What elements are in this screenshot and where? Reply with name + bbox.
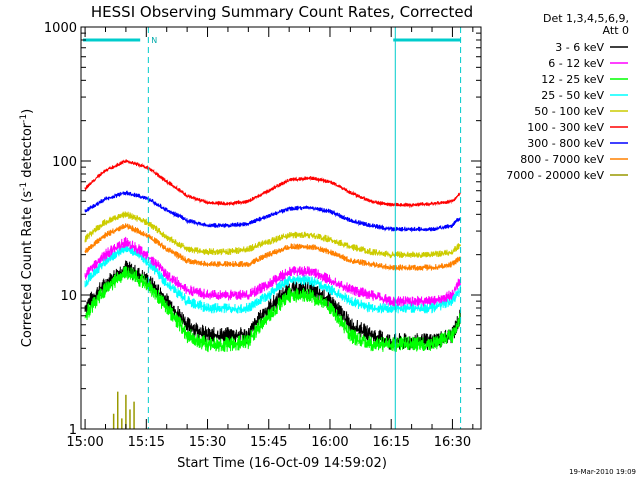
series-line-3-6-kev	[84, 260, 461, 351]
legend-label-3-6-kev: 3 - 6 keV	[555, 41, 604, 54]
x-tick-label-15-15: 15:15	[128, 435, 165, 450]
series-line-25-50-kev	[84, 242, 461, 314]
y-tick-label-10: 10	[60, 289, 77, 304]
legend-label-50-100-kev: 50 - 100 keV	[534, 105, 604, 118]
x-tick-label-15-45: 15:45	[250, 435, 287, 450]
series-line-300-800-kev	[84, 190, 461, 233]
x-tick-label-16-30: 16:30	[434, 435, 471, 450]
x-tick-label-16-00: 16:00	[311, 435, 348, 450]
legend-label-7000-20000-kev: 7000 - 20000 keV	[506, 169, 604, 182]
x-axis-label: Start Time (16-Oct-09 14:59:02)	[177, 456, 387, 471]
series-line-100-300-kev	[84, 159, 461, 209]
legend-label-12-25-kev: 12 - 25 keV	[541, 73, 604, 86]
legend-label-300-800-kev: 300 - 800 keV	[527, 137, 604, 150]
chart-title: HESSI Observing Summary Count Rates, Cor…	[91, 3, 473, 21]
series-line-6-12-kev	[84, 236, 461, 307]
y-axis-label-mid: detector	[20, 122, 35, 182]
legend-label-800-7000-kev: 800 - 7000 keV	[520, 153, 604, 166]
series-line-50-100-kev	[84, 211, 461, 259]
plot-frame	[80, 26, 482, 430]
legend-label-6-12-kev: 6 - 12 keV	[548, 57, 604, 70]
y-tick-label-1: 1	[69, 423, 77, 438]
x-tick-label-15-00: 15:00	[66, 435, 103, 450]
footer-date: 19-Mar-2010 19:09	[569, 468, 636, 476]
y-axis-label-main: Corrected Count Rate (s	[20, 191, 35, 348]
y-tick-label-1000: 1000	[44, 21, 77, 36]
x-tick-label-16-15: 16:15	[372, 435, 409, 450]
series-line-800-7000-kev	[84, 223, 461, 271]
top-marker-label: N	[151, 36, 157, 45]
series-line-12-25-kev	[84, 266, 461, 353]
legend-header-line-1: Det 1,3,4,5,6,9,	[543, 12, 629, 25]
legend-label-100-300-kev: 100 - 300 keV	[527, 121, 604, 134]
y-axis-label: Corrected Count Rate (s-1 detector-1)	[19, 109, 35, 347]
y-axis-label-end: )	[20, 109, 35, 114]
x-tick-label-15-30: 15:30	[189, 435, 226, 450]
y-axis-label-sup1: -1	[19, 182, 29, 191]
y-axis-label-sup2: -1	[19, 114, 29, 123]
legend-label-25-50-kev: 25 - 50 keV	[541, 89, 604, 102]
y-tick-label-100: 100	[52, 155, 77, 170]
legend-header-line-2: Att 0	[603, 24, 629, 37]
